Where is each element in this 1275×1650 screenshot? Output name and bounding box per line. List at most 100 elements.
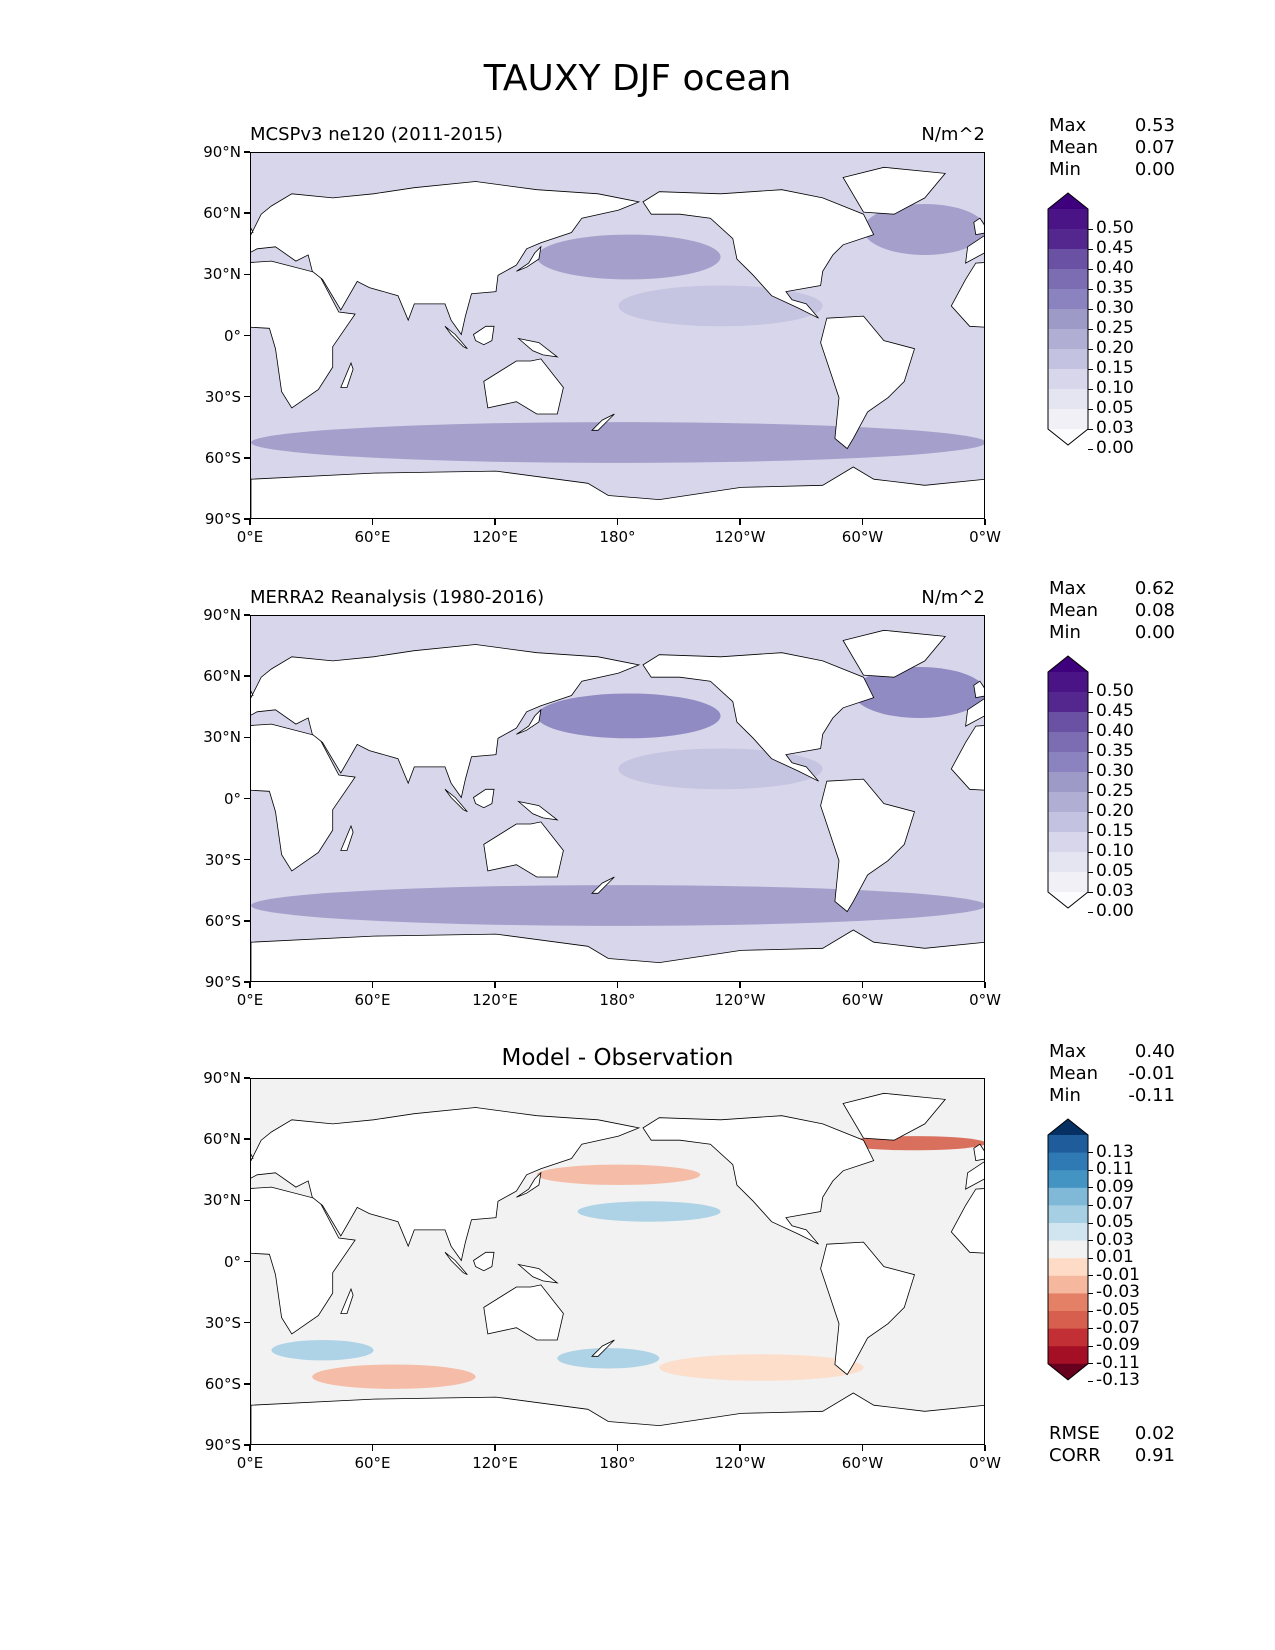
field-band-5 (251, 819, 984, 861)
panel-2-left-title: MERRA2 Reanalysis (1980-2016) (250, 587, 545, 608)
colorbar-label: 0.13 (1096, 1141, 1134, 1162)
stat-label: Min (1049, 622, 1081, 643)
y-tick-label: 30°S (204, 850, 241, 869)
colorbar-segment (1048, 792, 1088, 813)
colorbar-tick (1088, 1380, 1093, 1382)
colorbar-extend-bottom (1048, 1363, 1088, 1380)
colorbar-label: 0.00 (1096, 901, 1134, 921)
x-tick-label: 0°E (236, 1454, 264, 1472)
colorbar-segment (1048, 732, 1088, 753)
colorbar-extend-top (1048, 193, 1088, 209)
panel-1-stats: Max 0.53 Mean 0.07 Min 0.00 (1049, 115, 1175, 181)
field-band-2 (843, 1136, 984, 1151)
y-tick-label: 90°S (204, 510, 241, 528)
colorbar-segment (1048, 832, 1088, 853)
x-tick-label: 120°W (714, 991, 766, 1009)
colorbar-label: -0.13 (1096, 1370, 1140, 1391)
panel-1-left-title: MCSPv3 ne120 (2011-2015) (250, 124, 503, 145)
x-tick-label: 0°E (236, 528, 264, 546)
colorbar-label: 0.20 (1096, 338, 1134, 358)
land-borneo (473, 325, 495, 346)
x-tick-label: 180° (599, 991, 636, 1009)
colorbar-extend-top (1048, 1119, 1088, 1135)
colorbar-label: 0.03 (1096, 881, 1134, 901)
land-australia (483, 358, 564, 415)
colorbar-tick (1088, 851, 1093, 853)
colorbar-tick (1088, 811, 1093, 813)
stat-value: 0.07 (1134, 137, 1175, 158)
land-greenland (842, 1092, 946, 1141)
y-tick-mark (244, 395, 250, 398)
colorbar-label: 0.20 (1096, 801, 1134, 821)
x-tick-label: 180° (599, 1454, 636, 1472)
colorbar-tick (1088, 1169, 1093, 1171)
panel-3-colorbar (1047, 1118, 1089, 1381)
x-tick-mark (739, 982, 741, 988)
colorbar-segment (1048, 309, 1088, 330)
y-tick-label: 0° (223, 326, 241, 345)
colorbar-tick (1088, 328, 1093, 330)
x-tick-label: 0°W (969, 528, 1001, 546)
y-tick-mark (244, 981, 250, 983)
land-australia (483, 1284, 564, 1341)
colorbar-segment (1048, 1328, 1088, 1347)
colorbar-segment (1048, 1346, 1088, 1365)
colorbar-tick (1088, 1204, 1093, 1206)
colorbar-label: 0.07 (1096, 1194, 1134, 1215)
y-tick-mark (244, 273, 250, 276)
y-tick-label: 60°N (203, 204, 241, 223)
panel-1-colorbar (1047, 192, 1089, 446)
land-africa (950, 725, 984, 791)
colorbar-tick (1088, 1310, 1093, 1312)
land-eurasia (251, 181, 641, 336)
colorbar-tick (1088, 228, 1093, 230)
x-tick-mark (861, 519, 864, 525)
colorbar-label: 0.01 (1096, 1247, 1134, 1268)
colorbar-label: 0.03 (1096, 1229, 1134, 1250)
x-tick-label: 120°E (472, 1454, 518, 1472)
y-tick-mark (244, 151, 250, 153)
stat-value: 0.00 (1134, 159, 1175, 180)
field-band-6 (271, 1340, 374, 1361)
x-tick-mark (984, 1445, 986, 1451)
land-uk (251, 227, 254, 234)
colorbar-tick (1088, 348, 1093, 350)
field-band-2 (853, 667, 984, 718)
colorbar-extend-bottom (1048, 892, 1088, 908)
land-borneo (473, 1251, 495, 1272)
colorbar-tick (1088, 1275, 1093, 1277)
colorbar-tick (1088, 1363, 1093, 1365)
stat-value: -0.11 (1128, 1085, 1175, 1106)
colorbar-segment (1048, 329, 1088, 350)
x-tick-label: 180° (599, 528, 636, 546)
colorbar-segment (1048, 1293, 1088, 1312)
panel-2-map-svg (251, 616, 984, 981)
x-tick-mark (984, 519, 986, 525)
colorbar-segment (1048, 1205, 1088, 1224)
colorbar-segment (1048, 1258, 1088, 1277)
land-north-america (642, 1115, 875, 1245)
land-japan (516, 245, 542, 272)
land-new-guinea (517, 337, 559, 358)
colorbar-label: -0.05 (1096, 1300, 1140, 1320)
colorbar-tick (1088, 268, 1093, 270)
y-tick-mark (244, 212, 250, 214)
land-madagascar (340, 1287, 354, 1314)
land-eurasia (965, 698, 984, 727)
stat-value: 0.91 (1134, 1445, 1175, 1466)
y-tick-mark (244, 797, 250, 800)
land-eurasia (965, 1161, 984, 1190)
land-new-zealand (591, 413, 615, 431)
colorbar-label: -0.01 (1096, 1264, 1140, 1285)
land-south-america (820, 315, 916, 450)
land-africa (950, 1188, 984, 1254)
colorbar-label: 0.35 (1096, 278, 1134, 298)
colorbar-label: 0.03 (1096, 418, 1134, 438)
y-tick-mark (244, 736, 250, 739)
colorbar-segment (1048, 1240, 1088, 1259)
y-tick-label: 30°N (203, 728, 241, 747)
x-tick-mark (616, 519, 619, 525)
x-tick-label: 0°E (236, 991, 264, 1009)
colorbar-extend-bottom (1048, 429, 1088, 445)
colorbar-tick (1088, 891, 1093, 893)
